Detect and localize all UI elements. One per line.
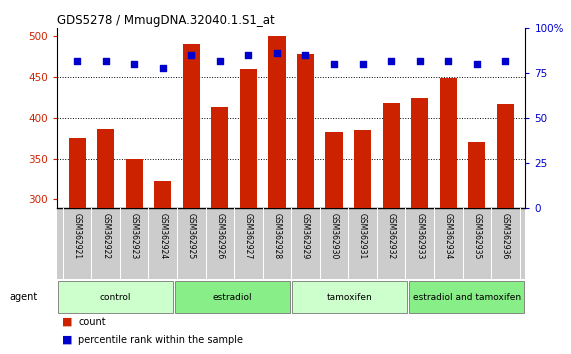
- Point: [358, 61, 367, 67]
- FancyBboxPatch shape: [58, 281, 173, 313]
- Text: ■: ■: [62, 317, 73, 327]
- Point: [101, 58, 110, 63]
- Point: [501, 58, 510, 63]
- Bar: [411, 98, 428, 207]
- Bar: [183, 44, 200, 207]
- Bar: [97, 129, 114, 207]
- Bar: [354, 130, 371, 207]
- Text: GSM362929: GSM362929: [301, 213, 310, 259]
- Bar: [268, 36, 286, 207]
- Text: GSM362926: GSM362926: [215, 213, 224, 259]
- Text: percentile rank within the sample: percentile rank within the sample: [78, 335, 243, 345]
- Point: [415, 58, 424, 63]
- Text: GSM362922: GSM362922: [101, 213, 110, 259]
- Bar: [240, 69, 257, 207]
- FancyBboxPatch shape: [292, 281, 407, 313]
- Bar: [468, 142, 485, 207]
- Text: GSM362936: GSM362936: [501, 213, 510, 259]
- Bar: [297, 55, 314, 207]
- Point: [130, 61, 139, 67]
- Text: GSM362934: GSM362934: [444, 213, 453, 259]
- Text: GSM362931: GSM362931: [358, 213, 367, 259]
- Point: [329, 61, 339, 67]
- Text: GSM362933: GSM362933: [415, 213, 424, 259]
- Bar: [497, 104, 514, 207]
- Point: [444, 58, 453, 63]
- Bar: [126, 159, 143, 207]
- Point: [301, 52, 310, 58]
- Point: [73, 58, 82, 63]
- Text: control: control: [100, 293, 131, 302]
- Bar: [69, 138, 86, 207]
- Point: [158, 65, 167, 70]
- FancyBboxPatch shape: [409, 281, 524, 313]
- Point: [187, 52, 196, 58]
- Bar: [383, 103, 400, 207]
- Text: GSM362924: GSM362924: [158, 213, 167, 259]
- Text: GSM362923: GSM362923: [130, 213, 139, 259]
- Point: [215, 58, 224, 63]
- Text: GSM362932: GSM362932: [387, 213, 396, 259]
- Point: [387, 58, 396, 63]
- Text: tamoxifen: tamoxifen: [327, 293, 373, 302]
- Text: count: count: [78, 317, 106, 327]
- Bar: [154, 181, 171, 207]
- Text: GSM362927: GSM362927: [244, 213, 253, 259]
- Text: estradiol and tamoxifen: estradiol and tamoxifen: [413, 293, 521, 302]
- Text: estradiol: estradiol: [213, 293, 252, 302]
- Point: [272, 51, 282, 56]
- Text: agent: agent: [9, 292, 37, 302]
- Text: GSM362925: GSM362925: [187, 213, 196, 259]
- Text: GSM362928: GSM362928: [272, 213, 282, 259]
- Bar: [211, 107, 228, 207]
- Text: GSM362935: GSM362935: [472, 213, 481, 259]
- Text: GSM362930: GSM362930: [329, 213, 339, 259]
- Bar: [325, 132, 343, 207]
- Point: [244, 52, 253, 58]
- Text: GDS5278 / MmugDNA.32040.1.S1_at: GDS5278 / MmugDNA.32040.1.S1_at: [57, 14, 275, 27]
- Bar: [440, 78, 457, 207]
- Point: [472, 61, 481, 67]
- Text: ■: ■: [62, 335, 73, 345]
- Text: GSM362921: GSM362921: [73, 213, 82, 259]
- FancyBboxPatch shape: [175, 281, 290, 313]
